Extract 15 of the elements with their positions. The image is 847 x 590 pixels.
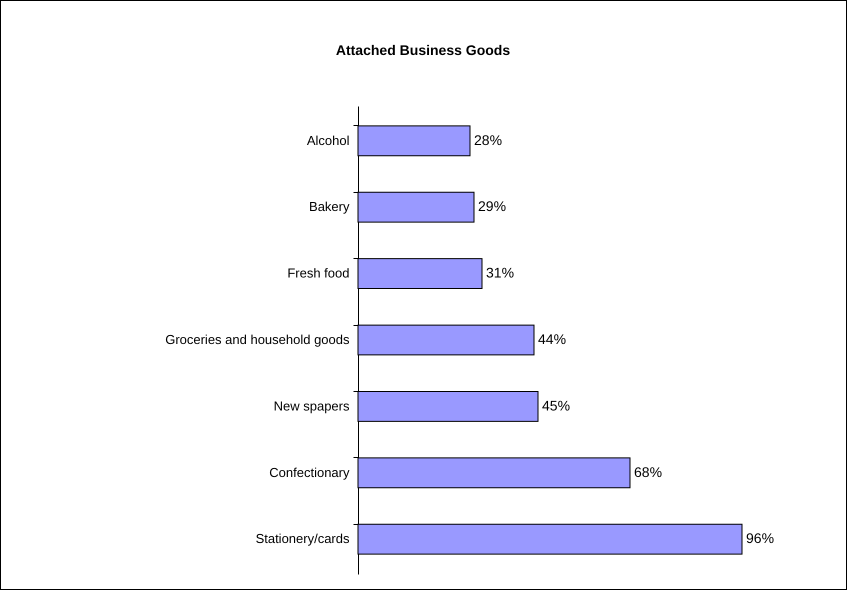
data-label: 29% [478,198,506,214]
data-label: 96% [746,530,774,546]
y-tick-label: Stationery/cards [256,531,350,546]
y-tick-label: Fresh food [287,266,350,281]
data-label: 45% [542,397,570,414]
data-label: 28% [474,132,502,148]
y-tick-label: New spapers [274,398,350,414]
data-label: 31% [486,264,514,281]
y-tick-label: Bakery [309,199,350,214]
data-label: 68% [634,464,662,480]
y-tick-label: Confectionary [269,464,350,480]
chart-title: Attached Business Goods [336,42,510,58]
data-label: 44% [538,331,566,347]
y-tick-label: Alcohol [306,132,350,148]
y-tick-label: Groceries and household goods [165,332,350,347]
